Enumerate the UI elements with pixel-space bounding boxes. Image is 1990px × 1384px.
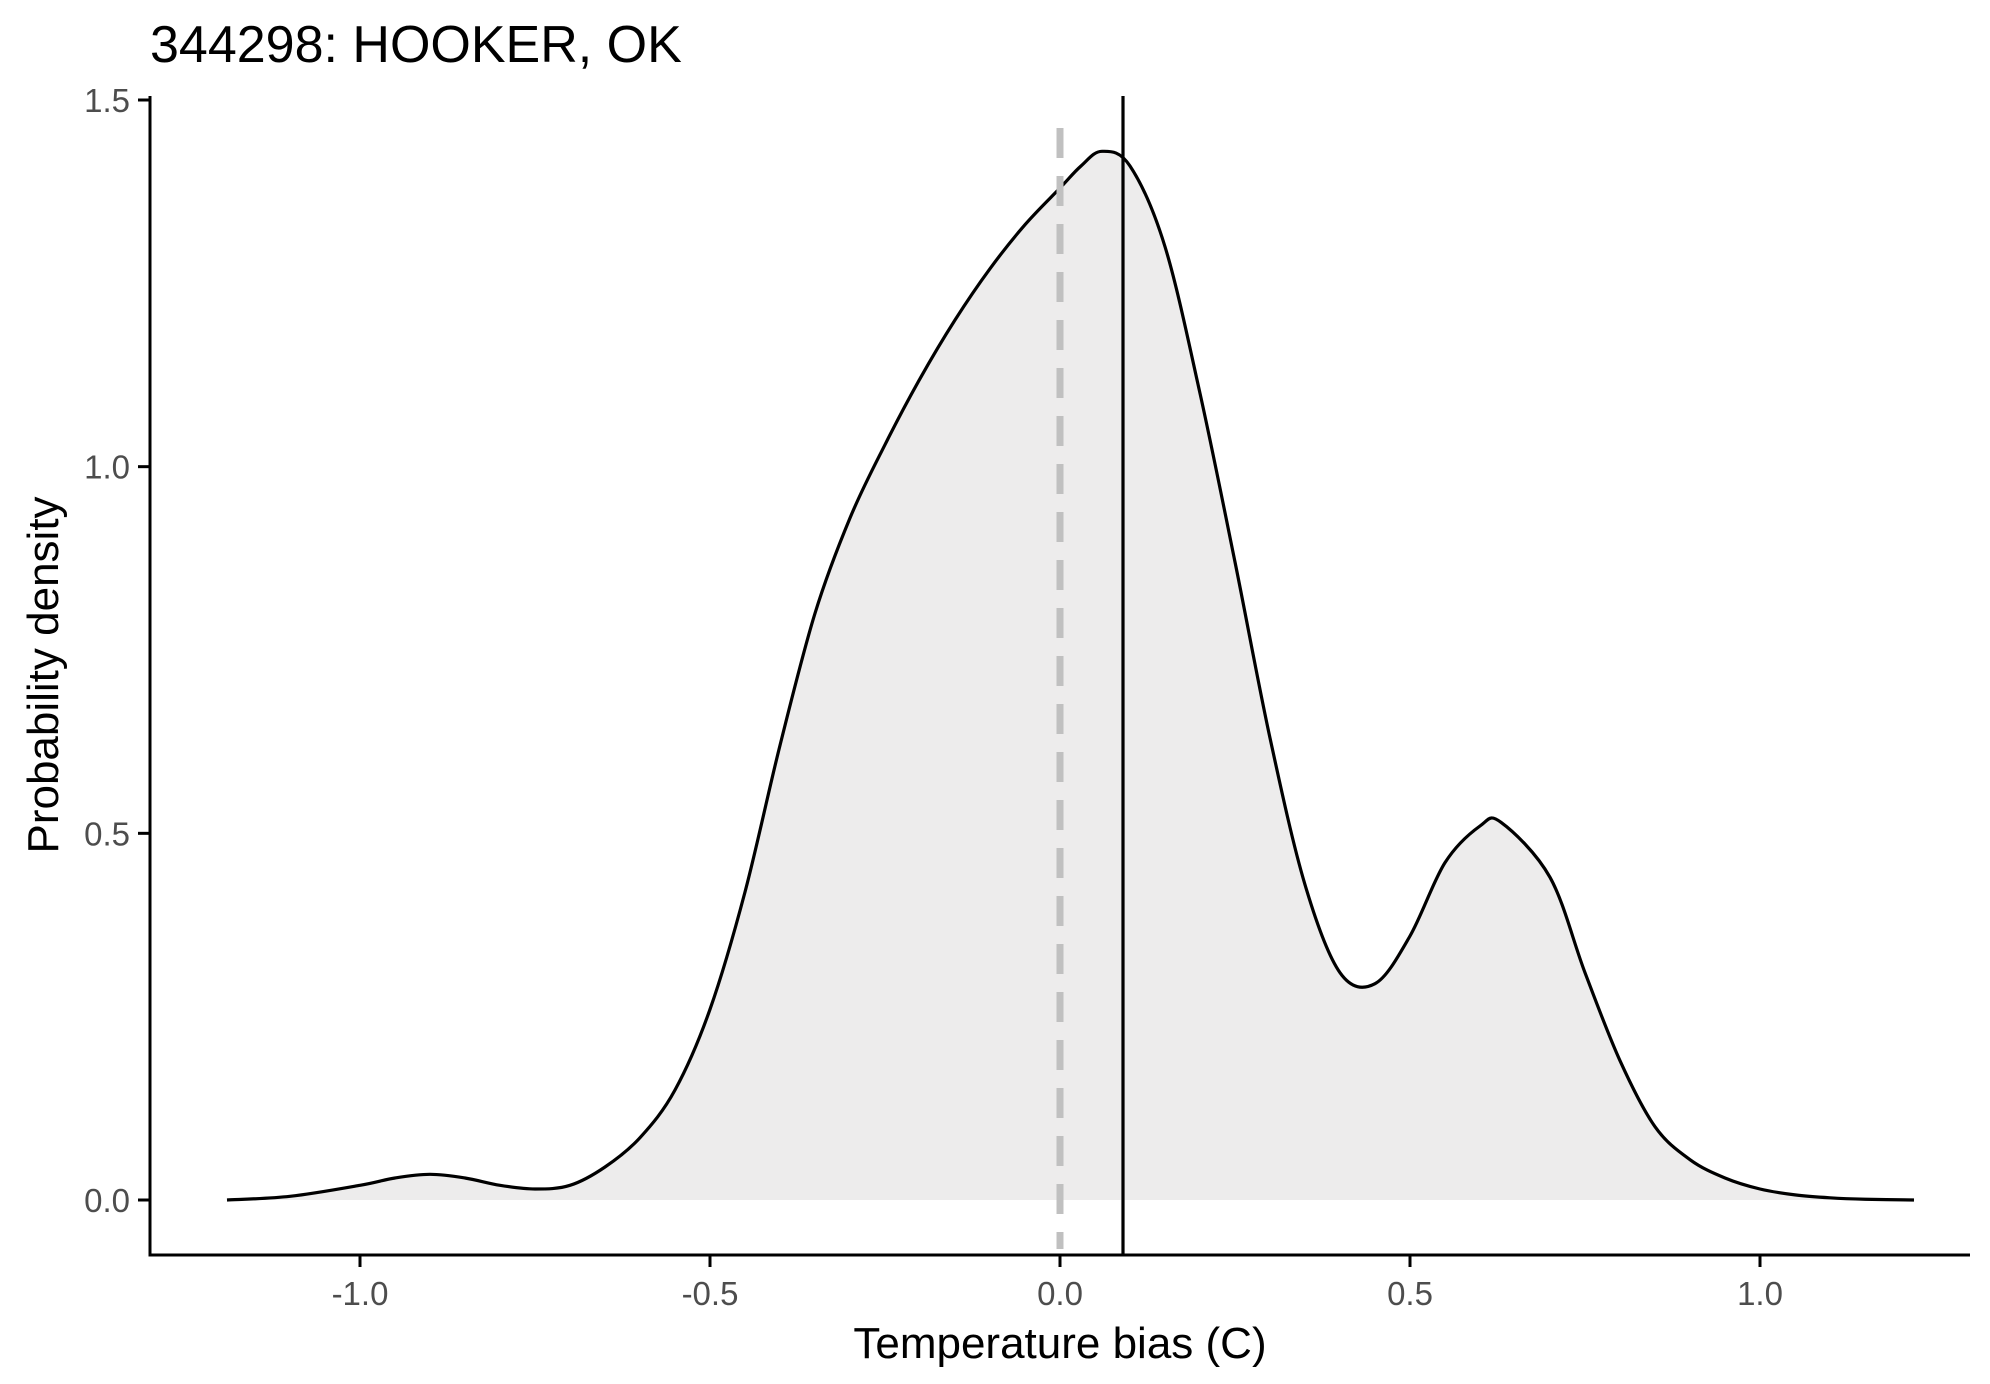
y-tick-label: 1.0 [84, 449, 130, 486]
x-tick-label: -0.5 [682, 1275, 739, 1312]
density-area-0 [227, 151, 1914, 1201]
x-tick-label: 0.5 [1387, 1275, 1433, 1312]
axes: -1.0 -0.5 0.0 0.5 1.0 0.0 0.5 1.0 1.5 [84, 82, 1970, 1312]
x-tick-label: -1.0 [332, 1275, 389, 1312]
x-tick-label: 1.0 [1737, 1275, 1783, 1312]
x-tick-label: 0.0 [1037, 1275, 1083, 1312]
x-axis-title: Temperature bias (C) [853, 1319, 1266, 1368]
y-tick-label: 0.5 [84, 815, 130, 852]
plot-area [226, 96, 1915, 1255]
chart-title: 344298: HOOKER, OK [150, 16, 682, 74]
y-axis-title: Probability density [19, 496, 68, 853]
density-line-0 [226, 149, 1915, 1202]
y-tick-label: 1.5 [84, 82, 130, 119]
y-tick-label: 0.0 [84, 1182, 130, 1219]
